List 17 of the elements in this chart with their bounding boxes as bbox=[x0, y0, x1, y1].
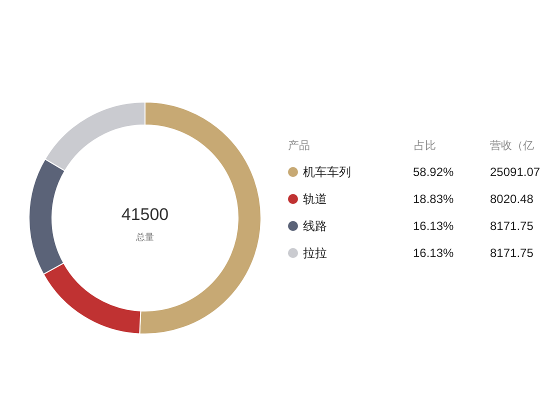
data-label: 8171.75 bbox=[490, 219, 534, 233]
data-label: 8020.48 bbox=[490, 192, 534, 206]
data-label: 8171.75 bbox=[490, 246, 534, 260]
data-label: 25091.07 bbox=[490, 165, 540, 179]
legend-label: 线路 bbox=[303, 219, 327, 233]
text: 占比 bbox=[414, 139, 436, 152]
text: 16.13% bbox=[413, 246, 454, 260]
text: 总量 bbox=[135, 232, 154, 242]
text: 18.83% bbox=[413, 192, 454, 206]
text: 41500 bbox=[121, 205, 169, 224]
legend-label: 轨道 bbox=[303, 192, 327, 206]
legend-title: 产品 bbox=[288, 139, 310, 152]
legend-label: 拉拉 bbox=[303, 246, 327, 260]
text: 16.13% bbox=[413, 219, 454, 233]
text: 营收（亿 bbox=[490, 139, 534, 152]
legend-label: 机车车列 bbox=[303, 165, 351, 179]
text: 58.92% bbox=[413, 165, 454, 179]
